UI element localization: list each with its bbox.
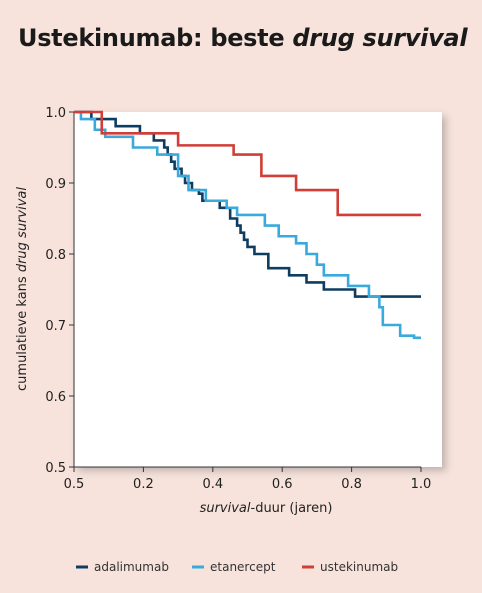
y-tick-label: 0.5 (45, 461, 66, 476)
series-line-ustekinumab (74, 110, 421, 217)
x-axis-label-rest: -duur (jaren) (251, 501, 333, 516)
x-tick-label: 0.6 (272, 477, 293, 492)
legend: adalimumab etanercept ustekinumab (76, 560, 398, 574)
axes: 0.5 0.2 0.4 0.6 0.8 1.0 0.5 0.6 0.7 0.8 0.9 1.0 (45, 106, 431, 492)
x-tick-label: 0.5 (64, 477, 85, 492)
series-lines (74, 110, 421, 340)
y-axis-label-italic: drug survival (15, 187, 30, 273)
y-tick-label: 0.7 (45, 319, 66, 334)
legend-label-adalimumab: adalimumab (94, 560, 169, 574)
x-tick-label: 0.8 (341, 477, 362, 492)
x-tick-label: 0.2 (133, 477, 154, 492)
y-tick-label: 0.8 (45, 248, 66, 263)
chart-title: Ustekinumab: beste drug survival (18, 24, 468, 52)
title-main: Ustekinumab: beste (18, 24, 293, 52)
x-axis-label-italic: survival (200, 501, 251, 516)
series-line-adalimumab (74, 110, 421, 298)
y-axis-label: cumulatieve kans drug survival (15, 187, 30, 391)
legend-label-ustekinumab: ustekinumab (320, 560, 398, 574)
y-tick-label: 0.9 (45, 177, 66, 192)
x-tick-label: 1.0 (411, 477, 432, 492)
y-tick-label: 0.6 (45, 390, 66, 405)
x-axis-label: survival-duur (jaren) (200, 501, 333, 516)
legend-label-etanercept: etanercept (210, 560, 276, 574)
title-emphasis: drug survival (292, 24, 468, 52)
y-tick-label: 1.0 (45, 106, 66, 121)
plot-area (74, 112, 442, 467)
x-tick-label: 0.4 (202, 477, 223, 492)
y-axis-label-plain: cumulatieve kans (15, 272, 30, 391)
series-line-etanercept (74, 110, 421, 340)
